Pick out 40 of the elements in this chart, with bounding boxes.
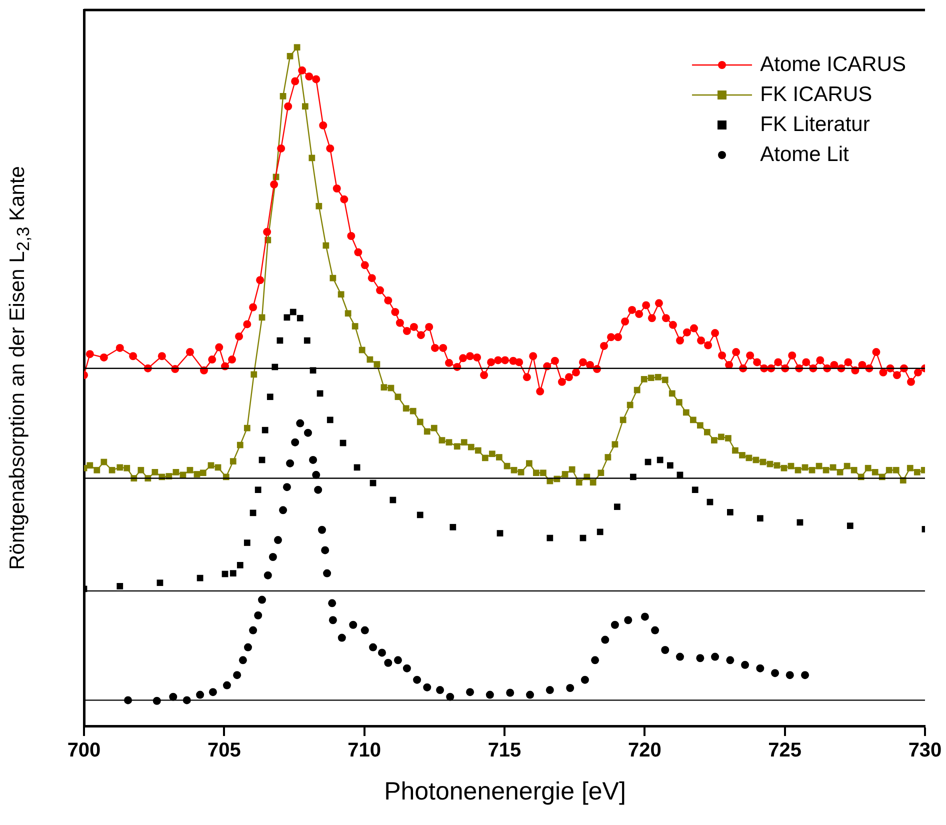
point (846, 522, 854, 529)
legend-label: FK ICARUS (760, 83, 872, 107)
legend-label: Atome ICARUS (760, 53, 906, 77)
point (244, 540, 250, 546)
point (266, 394, 274, 400)
point (656, 456, 664, 464)
x-tick-label: 725 (768, 740, 802, 762)
x-tick-label: 715 (488, 740, 522, 762)
point (262, 426, 268, 434)
legend-label: Atome Lit (760, 143, 849, 167)
point (296, 314, 304, 322)
point (692, 486, 698, 494)
point (726, 509, 734, 516)
point (250, 510, 256, 516)
x-tick-label: 710 (348, 740, 382, 762)
legend-label: FK Literatur (760, 113, 870, 137)
x-tick-label: 720 (628, 740, 662, 762)
point (666, 462, 674, 469)
point (546, 534, 554, 542)
point (326, 416, 334, 424)
point (156, 580, 164, 586)
point (390, 496, 396, 504)
point (496, 530, 504, 536)
point (290, 308, 296, 316)
x-tick-label: 700 (67, 740, 101, 762)
x-tick-label: 705 (207, 740, 241, 762)
x-tick-label: 730 (908, 740, 942, 762)
point (416, 512, 424, 518)
point (236, 562, 244, 568)
point (796, 519, 804, 526)
point (450, 524, 456, 530)
point (116, 583, 124, 590)
x-axis-title: Photonenenergie [eV] (384, 778, 626, 806)
point (614, 504, 620, 510)
point (230, 570, 236, 576)
point (254, 486, 262, 494)
point (304, 337, 310, 344)
point (354, 464, 360, 471)
point (756, 515, 764, 522)
point (596, 528, 604, 536)
